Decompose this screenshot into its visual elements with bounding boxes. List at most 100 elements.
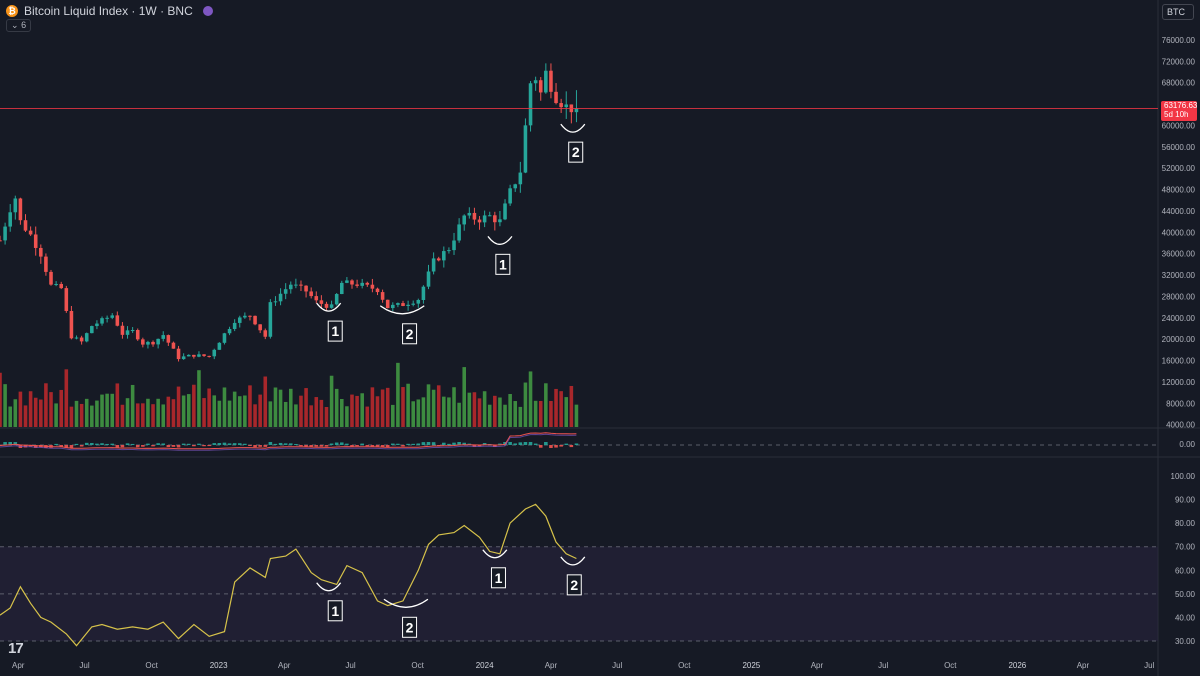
candle-body[interactable]: [370, 284, 375, 289]
candle-body[interactable]: [74, 337, 79, 339]
candle-body[interactable]: [23, 220, 28, 231]
candle-body[interactable]: [69, 310, 74, 339]
candle-body[interactable]: [130, 330, 135, 332]
candle-body[interactable]: [171, 342, 176, 349]
candle-body[interactable]: [406, 304, 410, 307]
candle-body[interactable]: [253, 315, 257, 325]
candle-body[interactable]: [329, 304, 334, 308]
candle-body[interactable]: [345, 280, 349, 283]
candle-body[interactable]: [360, 282, 364, 286]
candle-body[interactable]: [146, 341, 150, 345]
candle-body[interactable]: [54, 283, 58, 285]
candle-body[interactable]: [518, 172, 523, 185]
candle-body[interactable]: [258, 324, 262, 331]
candle-body[interactable]: [498, 219, 502, 223]
candle-body[interactable]: [375, 288, 380, 293]
collapse-indicators-button[interactable]: ⌄ 6: [6, 19, 32, 32]
candle-body[interactable]: [151, 341, 155, 345]
candle-body[interactable]: [421, 286, 426, 301]
candle-body[interactable]: [380, 292, 385, 300]
candle-body[interactable]: [436, 258, 441, 261]
candle-body[interactable]: [84, 333, 89, 342]
candle-body[interactable]: [487, 215, 492, 217]
candle-body[interactable]: [513, 184, 518, 189]
candle-body[interactable]: [64, 288, 69, 311]
symbol-selector[interactable]: BTC: [1162, 4, 1194, 20]
candle-body[interactable]: [544, 70, 548, 93]
candle-body[interactable]: [523, 125, 528, 173]
candle-body[interactable]: [385, 299, 390, 309]
candle-body[interactable]: [100, 318, 104, 324]
candle-body[interactable]: [125, 330, 130, 335]
candle-body[interactable]: [44, 256, 48, 272]
candle-body[interactable]: [33, 234, 38, 248]
candle-body[interactable]: [207, 355, 211, 357]
candle-body[interactable]: [283, 289, 288, 294]
candle-body[interactable]: [212, 349, 217, 357]
candle-body[interactable]: [166, 335, 171, 343]
candle-body[interactable]: [365, 282, 370, 285]
candle-body[interactable]: [426, 271, 431, 287]
candle-body[interactable]: [493, 215, 497, 223]
tradingview-logo-icon[interactable]: 17: [8, 640, 24, 657]
candle-body[interactable]: [135, 330, 140, 340]
candle-body[interactable]: [355, 284, 359, 286]
candle-body[interactable]: [457, 224, 461, 241]
candle-body[interactable]: [304, 285, 308, 292]
candle-body[interactable]: [452, 240, 456, 251]
candle-body[interactable]: [294, 284, 298, 286]
candle-body[interactable]: [105, 317, 109, 319]
candle-body[interactable]: [141, 339, 145, 345]
candle-body[interactable]: [161, 335, 166, 339]
candle-body[interactable]: [59, 283, 64, 289]
candle-body[interactable]: [278, 293, 283, 302]
candle-body[interactable]: [13, 198, 18, 213]
candle-body[interactable]: [533, 80, 538, 84]
candle-body[interactable]: [243, 315, 247, 318]
candle-body[interactable]: [324, 303, 329, 308]
candle-body[interactable]: [309, 291, 313, 297]
purple-dot-icon[interactable]: [202, 6, 213, 16]
candle-body[interactable]: [350, 280, 354, 285]
candle-body[interactable]: [273, 301, 278, 303]
candle-body[interactable]: [217, 342, 222, 350]
candle-body[interactable]: [503, 203, 507, 220]
candle-body[interactable]: [396, 303, 400, 305]
candle-body[interactable]: [340, 282, 344, 295]
candle-body[interactable]: [288, 284, 293, 290]
candle-body[interactable]: [416, 300, 421, 304]
candle-body[interactable]: [482, 215, 487, 223]
candle-body[interactable]: [115, 315, 120, 326]
candle-body[interactable]: [39, 247, 43, 257]
candle-body[interactable]: [8, 212, 12, 227]
candle-body[interactable]: [0, 240, 2, 242]
candle-body[interactable]: [248, 315, 252, 317]
candle-body[interactable]: [299, 284, 303, 286]
candle-body[interactable]: [528, 83, 533, 126]
candle-body[interactable]: [431, 258, 436, 272]
candle-body[interactable]: [401, 303, 405, 307]
candle-body[interactable]: [181, 356, 186, 360]
candle-body[interactable]: [549, 70, 553, 92]
candle-body[interactable]: [538, 80, 543, 93]
candle-body[interactable]: [186, 354, 191, 357]
candle-body[interactable]: [462, 215, 467, 225]
candle-body[interactable]: [79, 337, 84, 342]
candle-body[interactable]: [222, 333, 227, 343]
candle-body[interactable]: [120, 325, 125, 335]
candle-body[interactable]: [574, 108, 579, 113]
candle-body[interactable]: [49, 271, 53, 285]
candle-body[interactable]: [110, 315, 115, 318]
candle-body[interactable]: [554, 91, 558, 104]
candle-body[interactable]: [391, 304, 395, 309]
candle-body[interactable]: [268, 302, 273, 337]
candle-body[interactable]: [95, 323, 99, 327]
candle-body[interactable]: [442, 251, 446, 261]
candle-body[interactable]: [472, 212, 477, 220]
candle-body[interactable]: [232, 322, 237, 329]
candle-body[interactable]: [90, 326, 94, 334]
candle-body[interactable]: [334, 294, 339, 305]
candle-body[interactable]: [319, 300, 324, 304]
candle-body[interactable]: [477, 219, 482, 223]
